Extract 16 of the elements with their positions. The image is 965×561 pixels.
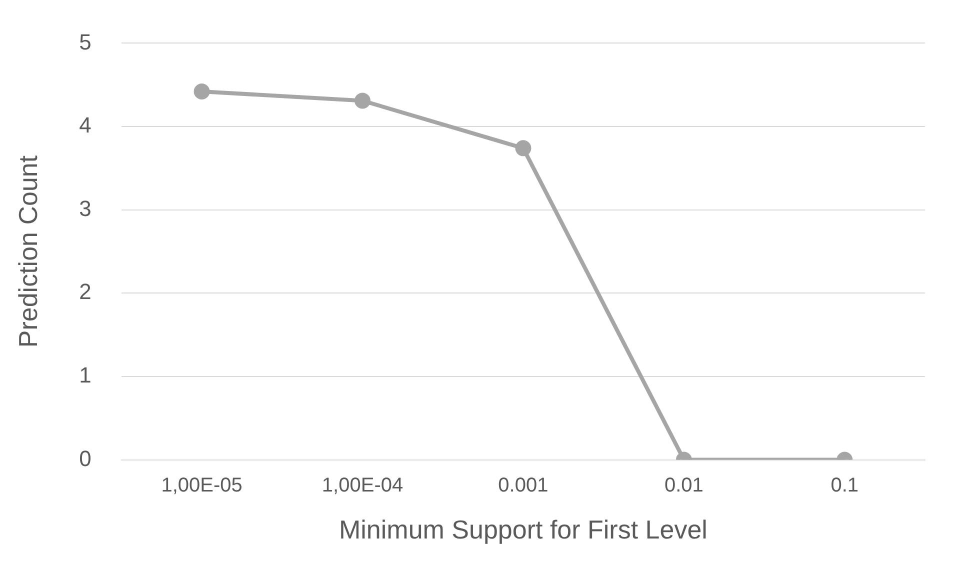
- x-tick-label: 1,00E-04: [322, 474, 404, 496]
- x-tick-label: 1,00E-05: [161, 474, 242, 496]
- y-tick-label: 0: [79, 446, 92, 471]
- point: [354, 92, 371, 109]
- y-tick-label: 2: [79, 279, 92, 304]
- point: [515, 140, 532, 156]
- y-tick-label: 3: [79, 196, 92, 221]
- x-tick-label: 0.1: [830, 474, 859, 496]
- point: [194, 84, 210, 100]
- y-tick-label: 5: [79, 29, 92, 54]
- y-tick-label: 1: [79, 362, 92, 388]
- x-tick-label: 0.01: [664, 474, 704, 496]
- y-tick-label: 4: [79, 112, 92, 138]
- y-axis-title: Prediction Count: [12, 154, 43, 348]
- x-axis-title: Minimum Support for First Level: [338, 514, 708, 545]
- x-tick-label: 0.001: [498, 474, 548, 496]
